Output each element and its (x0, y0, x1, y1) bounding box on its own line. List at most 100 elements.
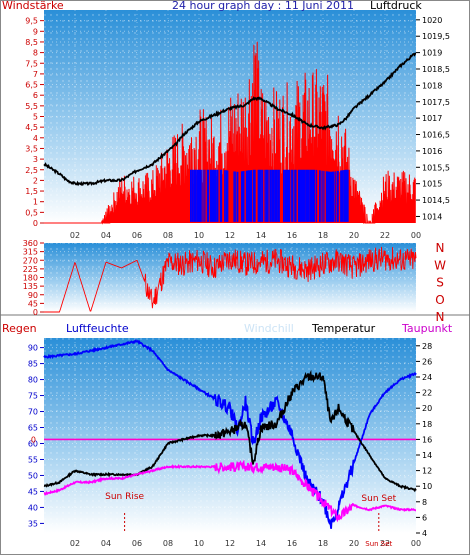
taupunkt-line (43, 459, 416, 523)
rain-zero-label: 0 (31, 435, 36, 444)
pressure-axis-title: Luftdruck (370, 0, 422, 12)
wind-tick-label: 1 (33, 198, 38, 207)
pressure-tick-label: 1019 (422, 49, 442, 58)
sun-annotations: Sun Rise Sun Set Sun Set (105, 492, 397, 548)
temperature-tick-label: 10 (422, 482, 432, 491)
direction-tick-label: 225 (23, 265, 38, 274)
wind-gust-bars (190, 169, 349, 222)
time-tick-label: 22 (380, 231, 390, 240)
wind-direction-line (44, 246, 417, 313)
compass-letter-w: W (434, 258, 446, 272)
wind-tick-label: 1,5 (25, 187, 38, 196)
temperature-tick-label: 18 (422, 420, 432, 429)
temperature-tick-label: 14 (422, 451, 432, 460)
temperature-tick-label: 28 (422, 342, 432, 351)
time-axis-ticks-bottom: 02 04 06 08 10 12 14 16 18 20 22 00 (70, 539, 421, 548)
wind-speed-bars (44, 41, 416, 225)
wind-tick-label: 5,5 (25, 102, 38, 111)
time-tick-label: 08 (163, 231, 173, 240)
compass-letter-s: S (436, 276, 444, 290)
pressure-tick-label: 1020 (422, 16, 442, 25)
pressure-tick-label: 1018 (422, 81, 442, 90)
humidity-tick-label: 60 (28, 439, 38, 448)
wind-tick-label: 9 (33, 27, 38, 36)
pressure-line (43, 52, 417, 187)
time-tick-label: 02 (70, 231, 80, 240)
time-tick-label-bottom: 12 (225, 539, 235, 548)
humidity-tick-label: 35 (28, 519, 38, 528)
direction-tick-label: 270 (23, 256, 38, 265)
compass-letter-n: N (436, 241, 445, 255)
direction-tick-label: 0 (33, 308, 38, 317)
time-tick-label-bottom: 06 (132, 539, 142, 548)
pressure-tick-label: 1018,5 (422, 65, 450, 74)
temperature-tick-label: 20 (422, 404, 432, 413)
legend-label-luftfeuchte: Luftfeuchte (66, 322, 129, 335)
chart-title: 24 hour graph day : 11 Juni 2011 (172, 0, 354, 12)
time-tick-label: 04 (101, 231, 111, 240)
temperature-tick-label: 24 (422, 373, 432, 382)
wind-tick-label: 7 (33, 70, 38, 79)
direction-tick-label: 180 (23, 274, 38, 283)
humidity-tick-label: 45 (28, 487, 38, 496)
pressure-tick-label: 1019,5 (422, 32, 450, 41)
temperature-tick-label: 22 (422, 389, 432, 398)
wind-tick-label: 3,5 (25, 144, 38, 153)
wind-tick-label: 0 (33, 219, 38, 228)
direction-tick-label: 135 (23, 282, 38, 291)
wind-tick-label: 2 (33, 176, 38, 185)
temperature-tick-label: 26 (422, 357, 432, 366)
temperature-axis-ticks: 4 6 8 10 12 14 16 18 20 22 24 26 28 (416, 342, 432, 538)
pressure-tick-label: 1015,5 (422, 163, 450, 172)
pressure-axis-ticks: 1014 1014,5 1015 1015,5 1016 1016,5 1017 1017,5… (416, 16, 450, 221)
time-tick-label: 18 (318, 231, 328, 240)
sunset-label: Sun Set (361, 494, 396, 504)
humidity-tick-label: 40 (28, 503, 38, 512)
direction-tick-label: 360 (23, 239, 38, 248)
time-tick-label-bottom: 14 (256, 539, 266, 548)
time-tick-label-bottom: 08 (163, 539, 173, 548)
wind-axis-title: Windstärke (2, 0, 64, 12)
time-tick-label-bottom: 20 (349, 539, 359, 548)
humidity-tick-label: 65 (28, 424, 38, 433)
humidity-tick-label: 90 (28, 344, 38, 353)
humidity-tick-label: 85 (28, 360, 38, 369)
time-tick-label-bottom: 00 (411, 539, 421, 548)
compass-letter-n: N (436, 310, 445, 324)
wind-tick-label: 7,5 (25, 59, 38, 68)
pressure-tick-label: 1014,5 (422, 196, 450, 205)
wind-tick-label: 9,5 (25, 17, 38, 26)
wind-tick-label: 2,5 (25, 166, 38, 175)
humidity-axis-ticks: 35 40 45 50 55 60 65 70 75 80 85 90 0 (28, 344, 44, 528)
humidity-tick-label: 55 (28, 455, 38, 464)
pressure-tick-label: 1017 (422, 114, 442, 123)
time-tick-label-bottom: 04 (101, 539, 111, 548)
luftfeuchte-line (43, 338, 417, 529)
wind-tick-label: 5 (33, 113, 38, 122)
time-tick-label: 06 (132, 231, 142, 240)
direction-tick-label: 45 (28, 299, 38, 308)
pressure-tick-label: 1014 (422, 212, 442, 221)
legend-label-taupunkt: Taupunkt (401, 322, 453, 335)
temperature-tick-label: 16 (422, 435, 432, 444)
pressure-wind-series (43, 41, 417, 225)
time-tick-label: 14 (256, 231, 266, 240)
pressure-tick-label: 1016 (422, 147, 442, 156)
temperatur-line (43, 369, 417, 493)
legend-label-temperatur: Temperatur (311, 322, 376, 335)
humidity-tick-label: 50 (28, 471, 38, 480)
time-tick-label-bottom: 10 (194, 539, 204, 548)
wind-tick-label: 6,5 (25, 81, 38, 90)
pressure-tick-label: 1016,5 (422, 131, 450, 140)
wind-tick-label: 0,5 (25, 208, 38, 217)
time-tick-label-bottom: 18 (318, 539, 328, 548)
wind-tick-label: 3 (33, 155, 38, 164)
temperature-tick-label: 4 (422, 529, 427, 538)
series-legend-labels: Regen Luftfeuchte Windchill Temperatur Taupu… (2, 322, 453, 335)
humidity-tick-label: 70 (28, 408, 38, 417)
pressure-tick-label: 1017,5 (422, 98, 450, 107)
time-tick-label: 12 (225, 231, 235, 240)
sunset-axis-label: Sun Set (365, 540, 392, 548)
legend-label-regen: Regen (2, 322, 37, 335)
